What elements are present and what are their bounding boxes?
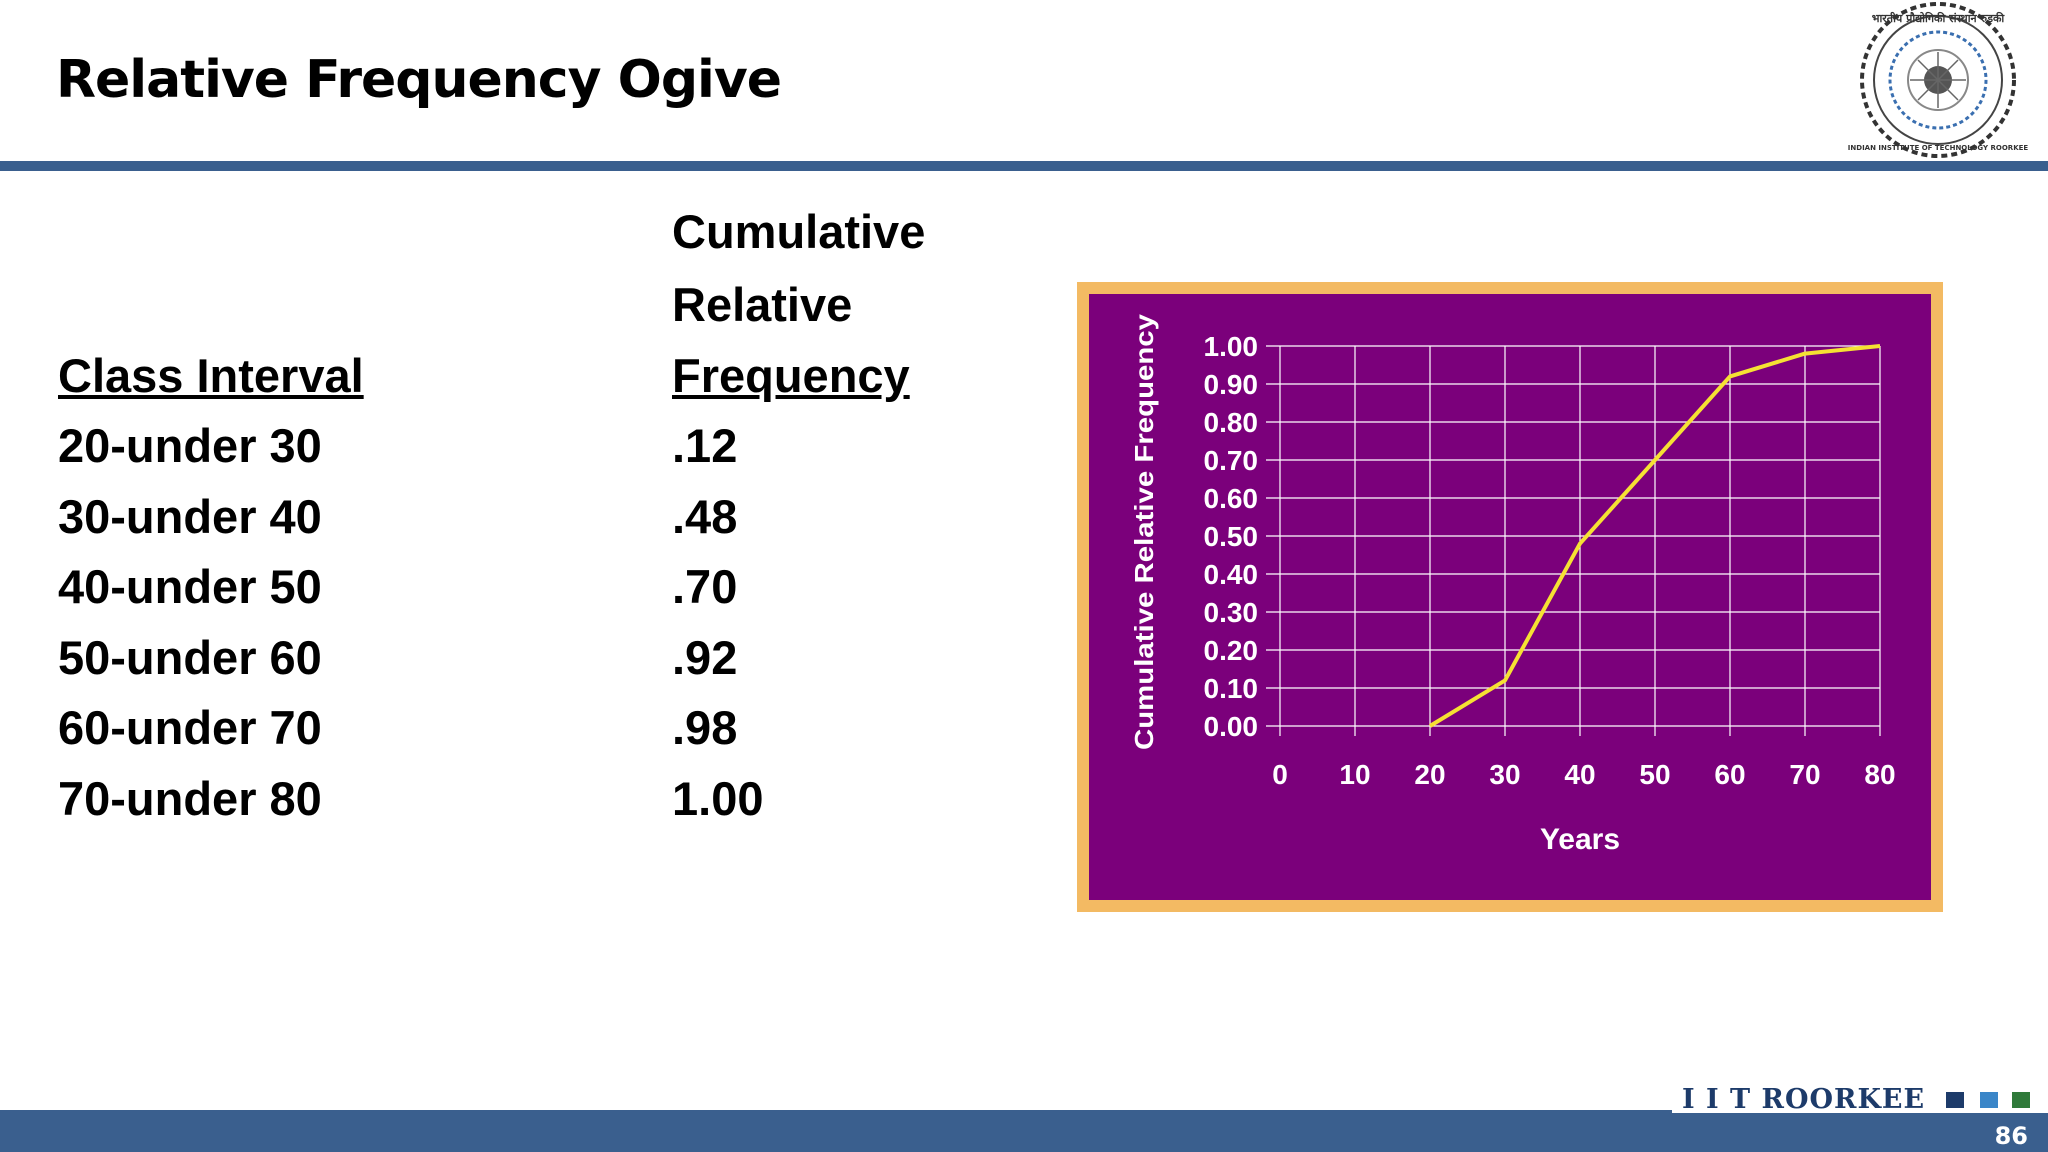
value-cell: .12 <box>672 419 738 472</box>
interval-cell: 30-under 40 <box>58 490 322 543</box>
col2-header-line3: Frequency <box>672 349 910 402</box>
interval-cell: 60-under 70 <box>58 701 322 754</box>
series-line <box>1428 344 1881 728</box>
footer-bar <box>0 1110 2048 1152</box>
y-axis-label: Cumulative Relative Frequency <box>1129 313 1159 750</box>
y-tick-label: 0.60 <box>1204 483 1259 514</box>
y-tick-label: 0.40 <box>1204 559 1259 590</box>
logo-bottom-text: INDIAN INSTITUTE OF TECHNOLOGY ROORKEE <box>1848 144 2029 152</box>
y-tick-label: 0.80 <box>1204 407 1259 438</box>
col2-header-line1: Cumulative <box>672 205 926 258</box>
y-tick-label: 0.70 <box>1204 445 1259 476</box>
footer-square-green <box>2012 1092 2030 1108</box>
footer-square-blue <box>1980 1092 1998 1108</box>
x-tick-label: 70 <box>1789 759 1820 790</box>
x-axis-label: Years <box>1540 823 1620 856</box>
x-tick-label: 80 <box>1864 759 1895 790</box>
interval-cell: 40-under 50 <box>58 560 322 613</box>
y-tick-label: 0.10 <box>1204 673 1259 704</box>
interval-cell: 70-under 80 <box>58 772 322 825</box>
y-tick-label: 1.00 <box>1204 331 1259 362</box>
value-cell: .70 <box>672 560 738 613</box>
x-tick-label: 60 <box>1714 759 1745 790</box>
x-tick-label: 0 <box>1272 759 1288 790</box>
col1-header: Class Interval <box>58 349 364 402</box>
footer-brand: I I T ROORKEE <box>1682 1084 1926 1115</box>
interval-cell: 20-under 30 <box>58 419 322 472</box>
col2-header-line2: Relative <box>672 278 853 331</box>
iit-roorkee-logo: भारतीय प्रौद्योगिकी संस्थान रुड़की INDIA… <box>1848 2 2029 158</box>
x-tick-label: 40 <box>1564 759 1595 790</box>
page-number: 86 <box>1994 1122 2028 1150</box>
x-tick-label: 50 <box>1639 759 1670 790</box>
y-tick-label: 0.50 <box>1204 521 1259 552</box>
logo-top-text: भारतीय प्रौद्योगिकी संस्थान रुड़की <box>1872 11 2006 25</box>
x-tick-label: 10 <box>1339 759 1370 790</box>
y-tick-label: 0.90 <box>1204 369 1259 400</box>
x-tick-label: 20 <box>1414 759 1445 790</box>
value-cell: .92 <box>672 631 738 684</box>
plot-background <box>1089 294 1931 900</box>
footer-square-dark <box>1946 1092 1964 1108</box>
ogive-chart: 0.00 0.10 0.20 0.30 0.40 0.50 0.60 0.70 0.80 0.90… <box>1089 294 1931 900</box>
interval-cell: 50-under 60 <box>58 631 322 684</box>
value-cell: 1.00 <box>672 772 764 825</box>
x-tick-label: 30 <box>1489 759 1520 790</box>
header-rule <box>0 161 2048 171</box>
y-tick-label: 0.30 <box>1204 597 1259 628</box>
value-cell: .98 <box>672 701 738 754</box>
slide-title: Relative Frequency Ogive <box>56 50 782 110</box>
y-tick-label: 0.20 <box>1204 635 1259 666</box>
y-tick-label: 0.00 <box>1204 711 1259 742</box>
value-cell: .48 <box>672 490 738 543</box>
